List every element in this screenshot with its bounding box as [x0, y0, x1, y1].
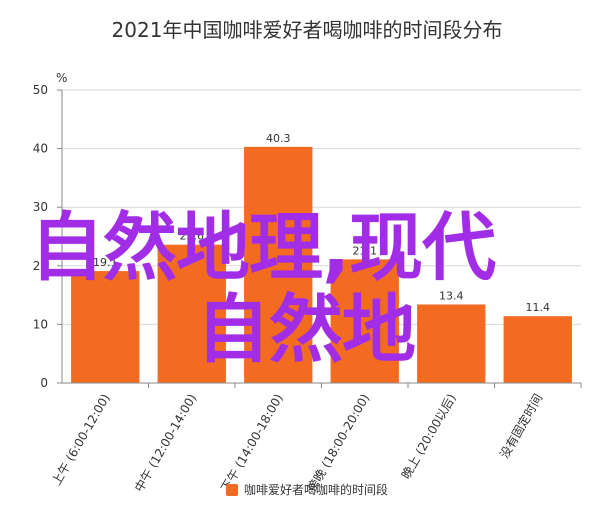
legend: 咖啡爱好者喝咖啡的时间段	[0, 481, 614, 498]
x-tick-label: 没有固定时间	[496, 391, 545, 461]
data-label: 11.4	[526, 301, 551, 314]
y-axis-unit-label: %	[56, 71, 67, 85]
bar	[417, 304, 486, 383]
bars	[71, 146, 572, 383]
data-label: 23.6	[180, 230, 205, 243]
y-tick-label: 10	[33, 317, 48, 331]
y-tick-label: 50	[33, 83, 48, 97]
data-label: 19.1	[93, 256, 118, 269]
data-label: 40.3	[266, 132, 291, 145]
bar	[330, 259, 399, 383]
chart-title: 2021年中国咖啡爱好者喝咖啡的时间段分布	[111, 18, 503, 42]
y-tick-label: 40	[33, 142, 48, 156]
y-tick-label: 30	[33, 200, 48, 214]
legend-swatch	[225, 483, 238, 496]
watermark-text-line-1: 自然地理,现代	[30, 205, 496, 291]
data-labels: 19.1 23.6 40.3 21.1 13.4 11.4	[93, 132, 550, 314]
data-label: 13.4	[439, 289, 464, 302]
x-tick-label: 中午 (12:00-14:00)	[131, 391, 199, 494]
bar	[244, 146, 313, 383]
x-tick-label: 上午 (6:00-12:00)	[49, 392, 113, 488]
watermark-text-line-2: 自然地	[196, 287, 416, 373]
bar	[503, 316, 572, 383]
legend-label: 咖啡爱好者喝咖啡的时间段	[243, 483, 388, 497]
x-tick-label: 下午 (14:00-18:00)	[218, 392, 285, 495]
bar	[71, 271, 140, 383]
bar	[157, 244, 226, 383]
x-tick-label: 晚上 (20:00以后)	[399, 392, 459, 482]
y-tick-label: 0	[40, 376, 48, 390]
x-tick-label: 傍晚 (18:00-20:00)	[304, 391, 372, 494]
gridlines	[57, 89, 581, 384]
y-tick-label: 20	[33, 259, 48, 273]
data-label: 21.1	[353, 244, 378, 257]
